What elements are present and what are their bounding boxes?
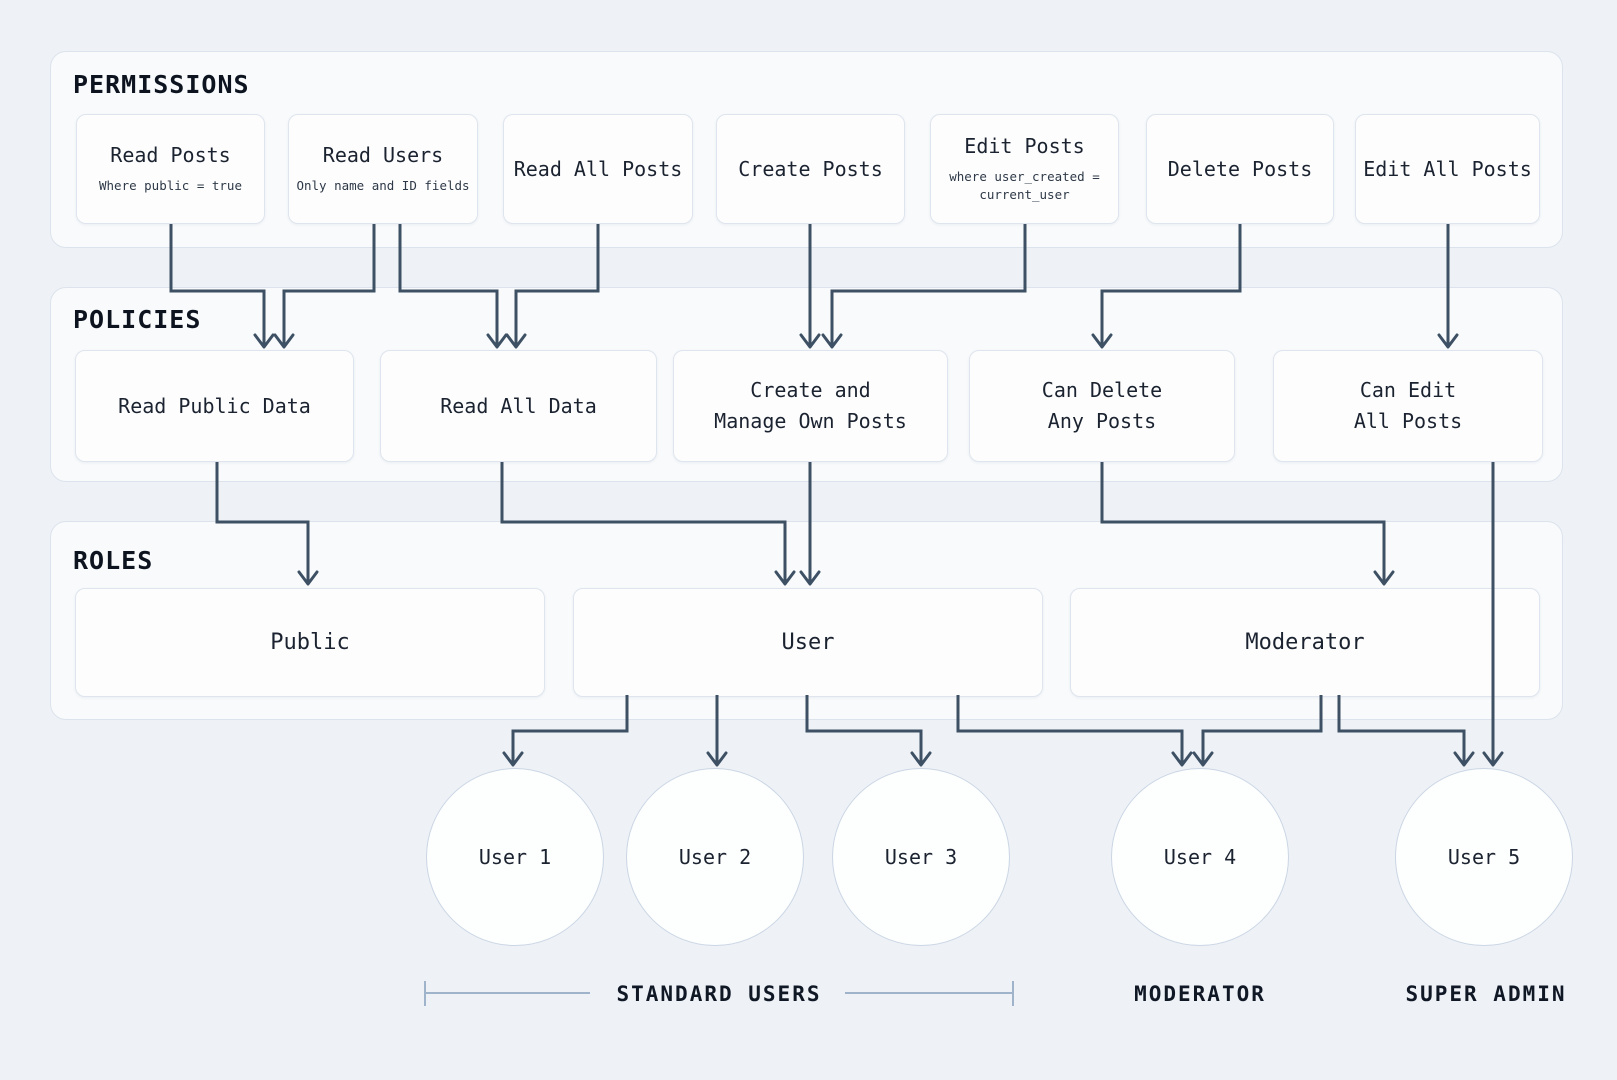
policy-node-can-edit-all-posts: Can Edit All Posts (1273, 350, 1543, 462)
node-label: User (781, 630, 835, 655)
node-note: where user_created = current_user (949, 168, 1100, 202)
node-note: Where public = true (99, 177, 242, 193)
permission-node-create-posts: Create Posts (716, 114, 905, 224)
policies-title: POLICIES (73, 305, 202, 334)
role-node-public: Public (75, 588, 545, 697)
user-circle-1: User 1 (426, 768, 604, 946)
roles-title: ROLES (73, 546, 154, 575)
policy-node-create-manage-own-posts: Create and Manage Own Posts (673, 350, 948, 462)
permission-node-read-all-posts: Read All Posts (503, 114, 693, 224)
user-label: User 3 (884, 845, 958, 869)
role-node-user: User (573, 588, 1043, 697)
node-label: Moderator (1245, 630, 1365, 655)
permission-node-read-posts: Read Posts Where public = true (76, 114, 265, 224)
node-label: Edit All Posts (1363, 157, 1532, 181)
node-note: Only name and ID fields (296, 177, 470, 193)
node-label: Read All Posts (513, 157, 683, 181)
node-label: Create Posts (738, 157, 883, 181)
node-label: Public (270, 630, 350, 655)
permission-node-read-users: Read Users Only name and ID fields (288, 114, 478, 224)
user-circle-4: User 4 (1111, 768, 1289, 946)
user-circle-2: User 2 (626, 768, 804, 946)
node-label: Read Public Data (118, 393, 311, 418)
user-circle-5: User 5 (1395, 768, 1573, 946)
user-label: User 1 (478, 845, 552, 869)
group-label-super-admin: SUPER ADMIN (1405, 982, 1567, 1006)
user-circle-3: User 3 (832, 768, 1010, 946)
group-label-moderator: MODERATOR (1134, 982, 1266, 1006)
node-label: Edit Posts (964, 133, 1085, 158)
user-label: User 5 (1447, 845, 1521, 869)
role-node-moderator: Moderator (1070, 588, 1540, 697)
policy-node-read-all-data: Read All Data (380, 350, 657, 462)
user-label: User 4 (1163, 845, 1237, 869)
user-label: User 2 (678, 845, 752, 869)
node-label: Can Edit All Posts (1353, 378, 1463, 433)
permission-node-edit-posts: Edit Posts where user_created = current_… (930, 114, 1119, 224)
policy-node-read-public-data: Read Public Data (75, 350, 354, 462)
node-label: Read All Data (440, 393, 597, 418)
node-label: Create and Manage Own Posts (714, 378, 907, 433)
group-label-standard-users: STANDARD USERS (616, 982, 822, 1006)
node-label: Read Users (322, 142, 444, 167)
policy-node-can-delete-any-posts: Can Delete Any Posts (969, 350, 1235, 462)
node-label: Delete Posts (1167, 157, 1313, 181)
permissions-title: PERMISSIONS (73, 70, 250, 99)
node-label: Read Posts (110, 142, 231, 167)
permission-node-edit-all-posts: Edit All Posts (1355, 114, 1540, 224)
permission-node-delete-posts: Delete Posts (1146, 114, 1334, 224)
node-label: Can Delete Any Posts (1041, 378, 1163, 433)
